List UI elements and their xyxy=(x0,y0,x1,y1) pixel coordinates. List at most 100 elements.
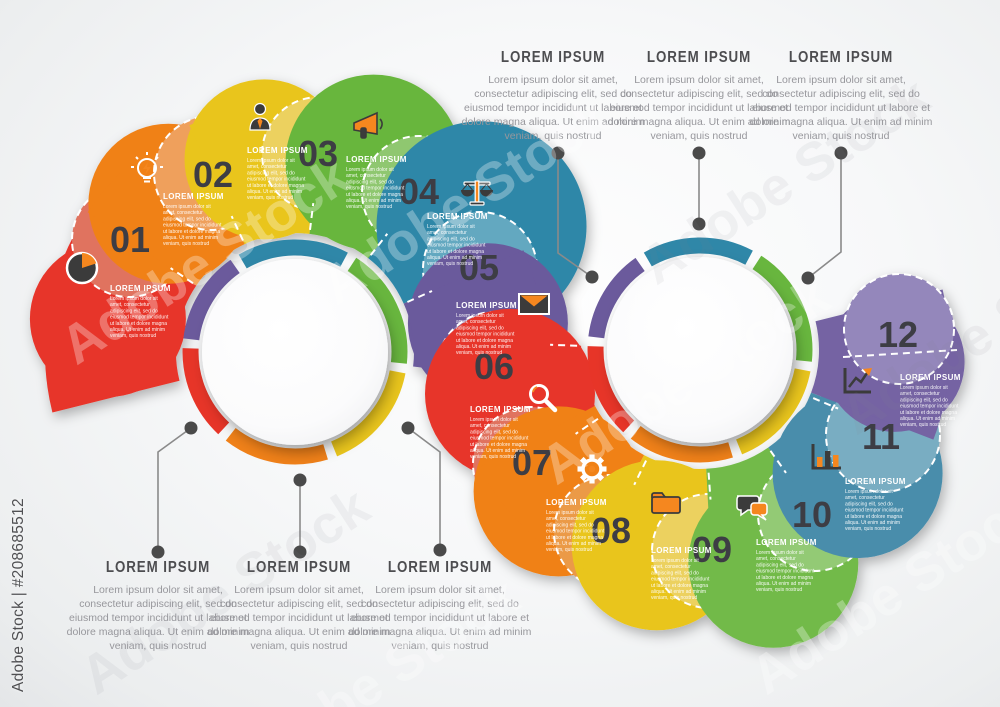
scales-icon xyxy=(461,180,493,206)
callout-top-2: LOREM IPSUM Lorem ipsum dolor sit amet, … xyxy=(607,50,791,143)
segment-title: LOREM IPSUM xyxy=(651,546,712,555)
boundary-dash xyxy=(230,215,244,241)
connector-dot xyxy=(585,270,599,284)
boundary-dash xyxy=(309,202,315,231)
segment-body: Lorem ipsum dolor sit amet, consectetur ad… xyxy=(470,417,529,460)
segment-number-01: 01 xyxy=(110,219,150,260)
boundary-dash xyxy=(550,343,578,347)
segment-title: LOREM IPSUM xyxy=(346,155,407,164)
segment-number-11: 11 xyxy=(862,416,900,457)
segment-title: LOREM IPSUM xyxy=(163,192,224,201)
line-chart-icon xyxy=(843,368,872,394)
segment-number-04: 04 xyxy=(399,171,439,212)
segment-title: LOREM IPSUM xyxy=(845,477,906,486)
connector-dot xyxy=(551,146,565,160)
segment-body: Lorem ipsum dolor sit amet, consectetur ad… xyxy=(427,224,486,267)
segment-body: Lorem ipsum dolor sit amet, consectetur ad… xyxy=(247,158,306,201)
boundary-dash xyxy=(170,267,194,285)
boundary-dash xyxy=(406,290,433,303)
callout-bottom-3: LOREM IPSUM Lorem ipsum dolor sit amet, … xyxy=(348,560,532,653)
segment-body: Lorem ipsum dolor sit amet, consectetur ad… xyxy=(900,385,959,428)
segment-title: LOREM IPSUM xyxy=(456,301,517,310)
segment-12-number-disc xyxy=(843,273,955,385)
left-center-circle xyxy=(182,239,408,465)
callout-heading: LOREM IPSUM xyxy=(500,49,606,67)
segment-body: Lorem ipsum dolor sit amet, consectetur ad… xyxy=(110,296,169,339)
megaphone-icon xyxy=(353,111,383,139)
segment-number-03: 03 xyxy=(298,133,338,174)
magnifier-icon xyxy=(529,384,558,413)
envelope-icon xyxy=(518,293,550,315)
callout-body: Lorem ipsum dolor sit amet, consectetur … xyxy=(66,584,250,653)
segment-number-05: 05 xyxy=(459,247,499,288)
connector-dot xyxy=(293,545,307,559)
callout-body: Lorem ipsum dolor sit amet, consectetur … xyxy=(207,584,391,653)
left-inner-disc xyxy=(202,259,388,445)
right-center-circle xyxy=(587,237,813,463)
boundary-dash xyxy=(575,417,599,435)
chat-bubbles-icon xyxy=(736,495,768,521)
connector-dot xyxy=(692,146,706,160)
connector-line xyxy=(807,153,842,279)
callout-body: Lorem ipsum dolor sit amet, consectetur … xyxy=(461,74,645,143)
folder-icon xyxy=(651,492,681,514)
right-ring-segment-yellow xyxy=(735,368,811,455)
segment-number-12: 12 xyxy=(878,314,918,355)
segment-title: LOREM IPSUM xyxy=(470,405,531,414)
left-ring-segment-orange xyxy=(225,427,328,465)
callout-body: Lorem ipsum dolor sit amet, consectetur … xyxy=(749,74,933,143)
boundary-dash xyxy=(633,460,647,486)
segment-body: Lorem ipsum dolor sit amet, consectetur ad… xyxy=(456,313,515,356)
callout-heading: LOREM IPSUM xyxy=(246,559,352,577)
right-ring-segment-orange xyxy=(630,425,733,463)
gear-icon xyxy=(577,454,607,484)
segment-title: LOREM IPSUM xyxy=(900,373,961,382)
connector-dot xyxy=(834,146,848,160)
connector-line xyxy=(157,427,192,552)
callout-heading: LOREM IPSUM xyxy=(105,559,211,577)
boundary-dash xyxy=(369,233,389,256)
connector-line xyxy=(407,427,441,550)
left-ring-segment-purple xyxy=(183,259,240,341)
connector-dot xyxy=(151,545,165,559)
left-ring-segment-red xyxy=(182,348,230,435)
callout-body: Lorem ipsum dolor sit amet, consectetur … xyxy=(348,584,532,653)
pie-chart-icon xyxy=(65,251,99,285)
callout-top-3: LOREM IPSUM Lorem ipsum dolor sit amet, … xyxy=(749,50,933,143)
segment-title: LOREM IPSUM xyxy=(110,284,171,293)
segment-number-09: 09 xyxy=(692,529,732,570)
segment-body: Lorem ipsum dolor sit amet, consectetur ad… xyxy=(546,510,605,553)
callout-heading: LOREM IPSUM xyxy=(646,49,752,67)
segment-number-10: 10 xyxy=(792,494,832,535)
segment-number-08: 08 xyxy=(591,510,631,551)
segment-body: Lorem ipsum dolor sit amet, consectetur ad… xyxy=(845,489,904,532)
bar-chart-icon xyxy=(811,444,841,470)
right-ring-segment-red xyxy=(587,346,635,433)
segment-number-02: 02 xyxy=(193,154,233,195)
callout-heading: LOREM IPSUM xyxy=(788,49,894,67)
connector-dot xyxy=(801,271,815,285)
callout-bottom-1: LOREM IPSUM Lorem ipsum dolor sit amet, … xyxy=(66,560,250,653)
watermark-side-label: Adobe Stock | #208685512 xyxy=(10,498,27,692)
segment-body: Lorem ipsum dolor sit amet, consectetur ad… xyxy=(346,167,405,210)
segment-number-06: 06 xyxy=(474,346,514,387)
callout-top-1: LOREM IPSUM Lorem ipsum dolor sit amet, … xyxy=(461,50,645,143)
boundary-dash xyxy=(812,397,839,410)
segment-body: Lorem ipsum dolor sit amet, consectetur ad… xyxy=(163,204,222,247)
callout-heading: LOREM IPSUM xyxy=(387,559,493,577)
left-ring-segment-green xyxy=(347,257,408,364)
right-ring-segment-teal xyxy=(643,237,753,267)
callout-body: Lorem ipsum dolor sit amet, consectetur … xyxy=(607,74,791,143)
connector-dot xyxy=(184,421,198,435)
segment-title: LOREM IPSUM xyxy=(756,538,817,547)
right-inner-disc xyxy=(607,257,793,443)
connector-dot xyxy=(692,217,706,231)
boundary-dash xyxy=(707,472,712,500)
segment-title: LOREM IPSUM xyxy=(247,146,308,155)
right-ring-segment-purple xyxy=(588,257,645,339)
callout-bottom-2: LOREM IPSUM Lorem ipsum dolor sit amet, … xyxy=(207,560,391,653)
segment-title: LOREM IPSUM xyxy=(546,498,607,507)
connector-dot xyxy=(401,421,415,435)
